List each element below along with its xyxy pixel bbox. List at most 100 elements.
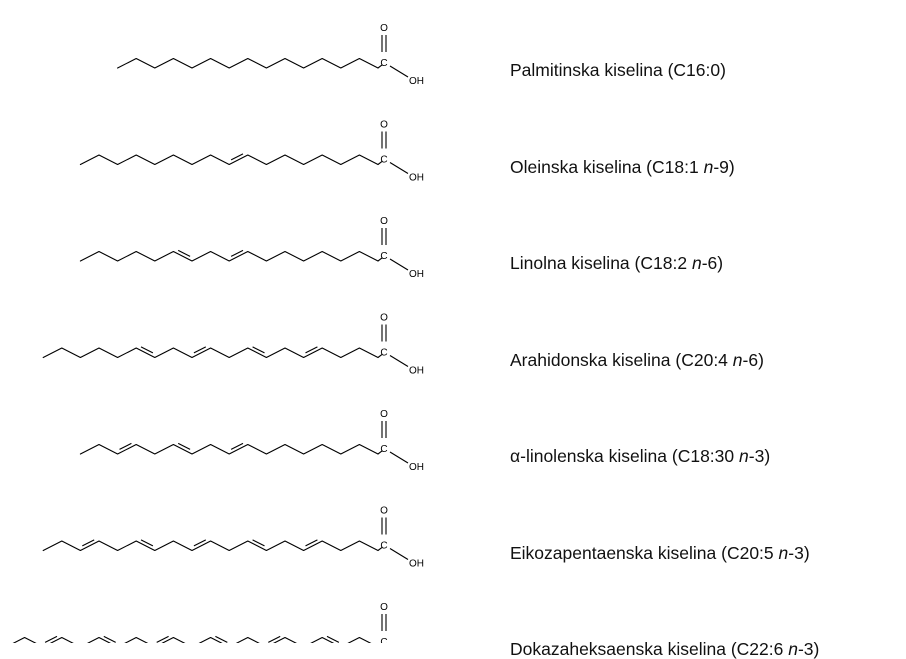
- oxygen-atom-label: O: [380, 313, 388, 324]
- acid-name: Eikozapentaenska kiselina: [510, 542, 717, 563]
- acid-notation: C18:30: [677, 446, 735, 466]
- c1-c2-bond: [377, 547, 383, 551]
- omega-n: n: [739, 446, 749, 466]
- double-bond: [103, 635, 116, 643]
- oxygen-atom-label: O: [380, 120, 388, 131]
- carbon-atom-label: C: [380, 348, 387, 359]
- carbon-chain: [117, 57, 379, 69]
- oxygen-atom-label: O: [380, 409, 388, 420]
- double-bond: [140, 346, 154, 354]
- oxygen-atom-label: O: [380, 602, 388, 613]
- c1-c2-bond: [377, 257, 383, 262]
- c1-c2-bond: [377, 354, 383, 358]
- oxygen-atom-label: O: [380, 216, 388, 227]
- acid-label-3: Linolna kiselina (C18:2 n-6): [510, 253, 724, 273]
- double-bond: [230, 249, 244, 257]
- acid-notation: C18:1: [652, 156, 699, 177]
- acid-label-1: Palmitinska kiselina (C16:0): [510, 60, 726, 80]
- hydroxyl-bond: [389, 355, 409, 367]
- acid-omega: -9: [713, 156, 729, 177]
- acid-omega: -6: [742, 349, 759, 370]
- c1-c2-bond: [377, 64, 383, 69]
- acid-name: Linolna kiselina: [510, 253, 630, 273]
- double-bond: [305, 346, 318, 354]
- oxygen-atom-label: O: [380, 23, 388, 34]
- structure-1: O C OH: [117, 23, 424, 87]
- structure-6: O C OH: [42, 506, 424, 570]
- acid-notation: C16:0: [673, 60, 721, 80]
- acid-label-2: Oleinska kiselina (C18:1 n-9): [510, 156, 735, 177]
- hydroxyl-bond: [389, 451, 409, 464]
- acid-omega: -3: [748, 446, 765, 466]
- acid-notation: C18:2: [640, 253, 688, 273]
- hydroxyl-atom-label: OH: [409, 76, 424, 87]
- carbon-chain: [79, 250, 379, 262]
- acid-name: α-linolenska kiselina: [510, 446, 667, 466]
- carbon-chain: [79, 443, 379, 455]
- double-bond: [193, 346, 207, 354]
- acid-omega: -6: [701, 253, 718, 273]
- omega-n: n: [703, 156, 714, 177]
- hydroxyl-bond: [389, 162, 409, 174]
- double-bond: [326, 635, 340, 643]
- omega-n: n: [788, 639, 798, 659]
- acid-name: Dokazaheksaenska kiselina: [510, 639, 726, 659]
- structure-2: O C OH: [79, 120, 424, 184]
- acid-omega: -3: [788, 542, 804, 563]
- acid-label-7: Dokazaheksaenska kiselina (C22:6 n-3): [510, 639, 820, 659]
- hydroxyl-bond: [389, 65, 409, 78]
- acid-label-6: Eikozapentaenska kiselina (C20:5 n-3): [510, 542, 810, 563]
- carbon-atom-label: C: [380, 541, 387, 552]
- hydroxyl-bond: [389, 258, 409, 271]
- oxygen-atom-label: O: [380, 506, 388, 517]
- carbon-atom-label: C: [380, 444, 387, 455]
- omega-n: n: [732, 349, 743, 370]
- acid-omega: -3: [797, 639, 814, 659]
- carbon-chain: [12, 636, 372, 643]
- fatty-acid-structures-figure: OCOHOCOHOCOHOCOHOCOHOCOHOCOH: [12, 23, 424, 643]
- acid-notation: C20:5: [726, 542, 774, 563]
- double-bond: [82, 539, 95, 547]
- carbon-chain: [79, 154, 379, 166]
- structure-5: O C OH: [79, 409, 424, 473]
- acid-name: Oleinska kiselina: [510, 156, 642, 177]
- carbon-atom-label: C: [380, 155, 387, 166]
- carbon-chain: [42, 347, 379, 359]
- c1-c2-bond: [377, 450, 383, 455]
- omega-n: n: [691, 253, 702, 273]
- double-bond: [268, 635, 281, 643]
- double-bond: [305, 539, 318, 547]
- acid-name: Palmitinska kiselina: [510, 60, 663, 80]
- carbon-atom-label: C: [380, 637, 387, 643]
- double-bond: [193, 539, 207, 547]
- double-bond: [252, 346, 265, 354]
- double-bond: [215, 635, 228, 643]
- hydroxyl-atom-label: OH: [409, 559, 424, 570]
- acid-label-4: Arahidonska kiselina (C20:4 n-6): [510, 349, 764, 370]
- double-bond: [156, 635, 169, 643]
- double-bond: [119, 442, 132, 450]
- structure-3: O C OH: [79, 216, 424, 280]
- hydroxyl-atom-label: OH: [409, 366, 424, 377]
- carbon-atom-label: C: [380, 58, 387, 69]
- hydroxyl-bond: [389, 548, 409, 560]
- structure-4: O C OH: [42, 313, 424, 377]
- hydroxyl-atom-label: OH: [409, 269, 424, 280]
- double-bond: [252, 539, 265, 547]
- double-bond: [230, 442, 244, 450]
- acid-label-5: α-linolenska kiselina (C18:30 n-3): [510, 446, 771, 466]
- hydroxyl-atom-label: OH: [409, 173, 424, 184]
- acid-notation: C20:4: [681, 349, 728, 370]
- acid-notation: C22:6: [736, 639, 784, 659]
- double-bond: [140, 539, 154, 547]
- double-bond: [44, 635, 58, 643]
- carbon-atom-label: C: [380, 251, 387, 262]
- c1-c2-bond: [377, 161, 383, 165]
- double-bond: [177, 249, 191, 257]
- double-bond: [177, 442, 191, 450]
- acid-name: Arahidonska kiselina: [510, 349, 671, 370]
- hydroxyl-atom-label: OH: [409, 462, 424, 473]
- double-bond: [230, 153, 244, 161]
- carbon-chain: [42, 540, 379, 552]
